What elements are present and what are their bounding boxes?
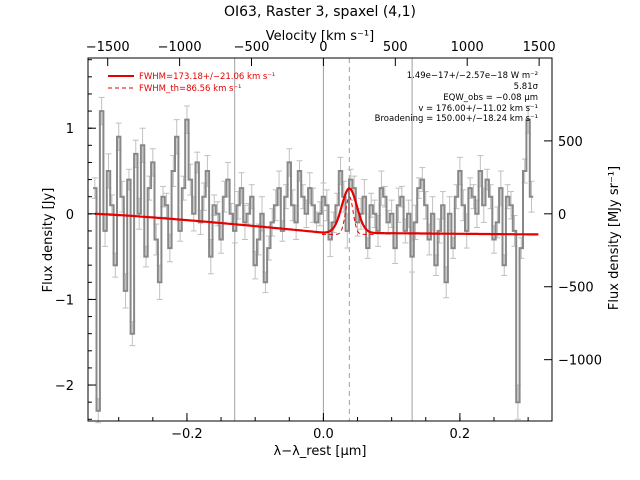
annotation-flux: 1.49e−17+/−2.57e−18 W m⁻² (407, 71, 538, 81)
thermal-fwhm-line (322, 196, 377, 235)
chart-title: OI63, Raster 3, spaxel (4,1) (224, 4, 416, 20)
annotation-broadening: Broadening = 150.00+/−18.24 km s⁻¹ (375, 114, 538, 124)
legend: FWHM=173.18+/−21.06 km s⁻¹ FWHM_th=86.56… (108, 72, 275, 94)
top-tick-label: 500 (383, 40, 408, 55)
y-tick-label: 0 (66, 208, 74, 223)
plot-area: −0.2 0.0 0.2 −2 −1 0 1 −1500 −1000 −500 0 500 1000 15… (55, 40, 602, 442)
x-tick-label: 0.0 (313, 427, 334, 442)
plot-frame (87, 57, 553, 422)
legend-fit-label: FWHM=173.18+/−21.06 km s⁻¹ (139, 72, 275, 82)
right-tick-label: −500 (558, 281, 594, 296)
annotation-sigma: 5.81σ (514, 82, 539, 92)
fit-line (94, 187, 539, 236)
top-tick-label: −1000 (158, 40, 202, 55)
top-tick-label: −1500 (86, 40, 130, 55)
spectrum-line (93, 110, 534, 412)
right-tick-label: −1000 (558, 354, 602, 369)
x-tick-label: 0.2 (450, 427, 471, 442)
legend-th-label: FWHM_th=86.56 km s⁻¹ (139, 84, 241, 94)
right-tick-label: 500 (558, 135, 583, 150)
top-tick-label: 0 (319, 40, 327, 55)
x-tick-label: −0.2 (171, 427, 203, 442)
y-tick-label: −2 (55, 379, 74, 394)
x-axis-label: λ−λ_rest [μm] (274, 444, 367, 459)
y-tick-label: −1 (55, 293, 74, 308)
right-tick-label: 0 (558, 208, 566, 223)
y-tick-label: 1 (66, 122, 74, 137)
x2-axis-label: Velocity [km s⁻¹] (266, 29, 374, 44)
annotation-velocity: v = 176.00+/−11.02 km s⁻¹ (418, 104, 538, 114)
top-tick-label: 1000 (451, 40, 484, 55)
top-tick-label: −500 (234, 40, 270, 55)
annotations: 1.49e−17+/−2.57e−18 W m⁻² 5.81σ EQW_obs … (375, 71, 539, 124)
top-tick-label: 1500 (523, 40, 556, 55)
annotation-eqw: EQW_obs = −0.08 μm (443, 93, 538, 103)
y2-axis-label: Flux density [MJy sr⁻¹] (607, 166, 622, 310)
y-axis-label: Flux density [Jy] (41, 188, 56, 293)
